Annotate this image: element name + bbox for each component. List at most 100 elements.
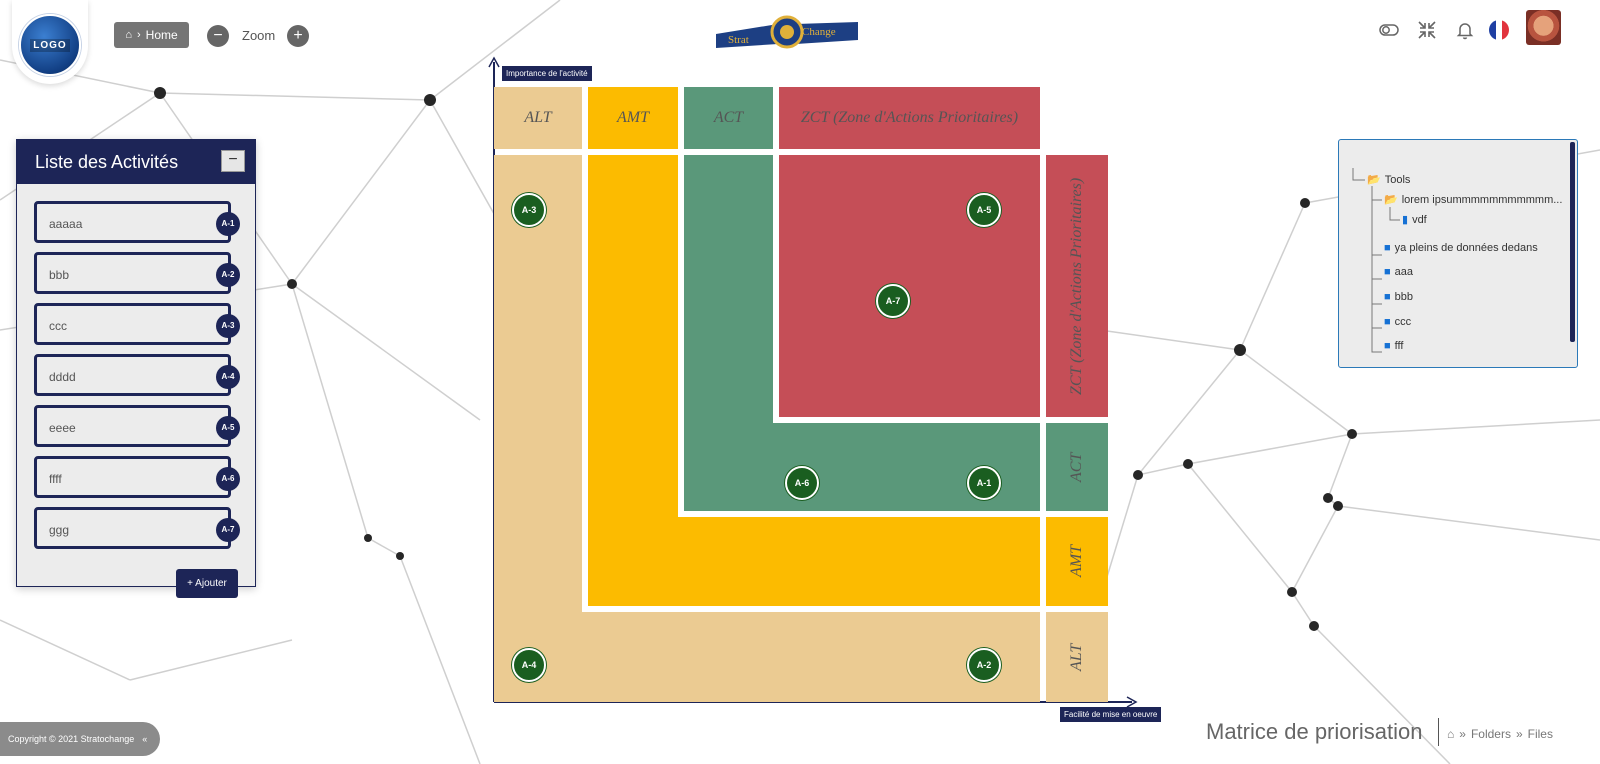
user-avatar[interactable] bbox=[1526, 10, 1561, 45]
breadcrumb-item-folders[interactable]: Folders bbox=[1470, 727, 1511, 741]
folder-tree-panel: 📂 Tools 📂 lorem ipsummmmmmmmmmm... ▮ vdf… bbox=[1338, 139, 1578, 368]
tree-node-folder[interactable]: 📂 lorem ipsummmmmmmmmmm... bbox=[1384, 193, 1563, 207]
zone-side-alt: ALT bbox=[1046, 612, 1108, 702]
activity-item[interactable]: ccc A-3 bbox=[34, 303, 240, 345]
zone-amt-horizontal bbox=[678, 517, 1040, 606]
activity-label: bbb bbox=[49, 268, 70, 282]
tree-node-label: vdf bbox=[1412, 213, 1427, 226]
activity-label: ccc bbox=[49, 319, 67, 333]
tree-connector-lines bbox=[1352, 168, 1400, 353]
activity-item[interactable]: ffff A-6 bbox=[34, 456, 240, 498]
activity-label: ggg bbox=[49, 523, 70, 537]
breadcrumb-divider bbox=[1438, 718, 1439, 746]
tree-node-folder[interactable]: ■ fff bbox=[1384, 340, 1403, 352]
tree-node-label: bbb bbox=[1394, 291, 1414, 303]
chevron-right-icon: » bbox=[1459, 727, 1466, 741]
zone-alt-vertical bbox=[494, 155, 582, 702]
folder-icon: ■ bbox=[1384, 242, 1391, 254]
zone-side-act: ACT bbox=[1046, 423, 1108, 511]
tree-node-folder[interactable]: ■ bbb bbox=[1384, 291, 1413, 303]
activities-panel-header: Liste des Activités bbox=[17, 140, 255, 184]
collapse-footer-icon[interactable]: « bbox=[142, 734, 148, 744]
zone-amt-vertical bbox=[588, 155, 678, 606]
activity-badge: A-2 bbox=[216, 263, 240, 287]
folder-icon: ■ bbox=[1384, 266, 1391, 278]
zone-act-horizontal bbox=[773, 423, 1040, 511]
tree-node-file[interactable]: ▮ vdf bbox=[1402, 213, 1427, 227]
tree-node-folder[interactable]: ■ ya pleins de données dedans bbox=[1384, 242, 1538, 254]
tree-node-root[interactable]: 📂 Tools bbox=[1367, 173, 1411, 187]
toggle-theme-icon[interactable] bbox=[1379, 20, 1399, 40]
french-flag-icon[interactable] bbox=[1489, 20, 1509, 40]
zone-header-amt: AMT bbox=[588, 87, 678, 149]
activity-badge: A-4 bbox=[216, 365, 240, 389]
activity-item[interactable]: eeee A-5 bbox=[34, 405, 240, 447]
logo-container: LOGO bbox=[12, 0, 88, 84]
logo-text: LOGO bbox=[30, 38, 70, 52]
activity-badge: A-1 bbox=[216, 212, 240, 236]
activities-panel: Liste des Activités − aaaaa A-1 bbb A-2 … bbox=[16, 139, 256, 598]
zone-act-vertical bbox=[684, 155, 773, 511]
zone-header-zct: ZCT (Zone d'Actions Prioritaires) bbox=[779, 87, 1040, 149]
zoom-out-button[interactable]: − bbox=[207, 25, 229, 47]
activities-panel-title: Liste des Activités bbox=[35, 151, 179, 172]
home-label: Home bbox=[145, 28, 178, 42]
zoom-label: Zoom bbox=[242, 28, 276, 43]
tree-node-label: fff bbox=[1394, 340, 1404, 352]
zone-side-amt: AMT bbox=[1046, 517, 1108, 606]
folder-icon: ■ bbox=[1384, 291, 1391, 303]
tree-node-label: ccc bbox=[1394, 316, 1412, 328]
activity-badge: A-6 bbox=[216, 467, 240, 491]
activity-marker-a6[interactable]: A-6 bbox=[785, 466, 819, 500]
brand-text-right: Change bbox=[802, 26, 836, 38]
collapse-panel-button[interactable]: − bbox=[221, 150, 245, 172]
activity-marker-a7[interactable]: A-7 bbox=[876, 284, 910, 318]
activity-item[interactable]: bbb A-2 bbox=[34, 252, 240, 294]
activity-badge: A-5 bbox=[216, 416, 240, 440]
chevron-right-icon: » bbox=[1515, 727, 1523, 741]
copyright-text: Copyright © 2021 Stratochange bbox=[8, 734, 135, 744]
activity-marker-a3[interactable]: A-3 bbox=[512, 193, 546, 227]
activity-label: ffff bbox=[49, 472, 62, 486]
zone-alt-horizontal bbox=[582, 612, 1040, 702]
tree-node-label: Tools bbox=[1384, 173, 1411, 186]
file-icon: ▮ bbox=[1402, 214, 1409, 226]
x-axis-label: Facilité de mise en oeuvre bbox=[1060, 707, 1162, 722]
activity-marker-a5[interactable]: A-5 bbox=[967, 193, 1001, 227]
activity-marker-a2[interactable]: A-2 bbox=[967, 648, 1001, 682]
activity-item[interactable]: aaaaa A-1 bbox=[34, 201, 240, 243]
add-activity-button[interactable]: + Ajouter bbox=[176, 569, 238, 598]
folder-icon: ■ bbox=[1384, 340, 1391, 352]
home-icon[interactable]: ⌂ bbox=[1447, 727, 1455, 741]
logo[interactable]: LOGO bbox=[19, 14, 81, 76]
copyright-bar: Copyright © 2021 Stratochange « bbox=[0, 722, 160, 756]
tree-node-label: lorem ipsummmmmmmmmmm... bbox=[1401, 193, 1563, 206]
activity-marker-a1[interactable]: A-1 bbox=[967, 466, 1001, 500]
activity-item[interactable]: dddd A-4 bbox=[34, 354, 240, 396]
breadcrumb-item-files: Files bbox=[1527, 727, 1553, 741]
activity-badge: A-3 bbox=[216, 314, 240, 338]
tree-node-folder[interactable]: ■ ccc bbox=[1384, 316, 1411, 328]
tree-node-label: aaa bbox=[1394, 266, 1414, 278]
tree-node-label: ya pleins de données dedans bbox=[1394, 242, 1538, 254]
activity-marker-a4[interactable]: A-4 bbox=[512, 648, 546, 682]
zone-zct bbox=[779, 155, 1040, 417]
bell-icon[interactable] bbox=[1455, 20, 1475, 40]
zone-header-alt: ALT bbox=[494, 87, 582, 149]
chevron-right-icon: › bbox=[136, 29, 141, 41]
folder-icon: ■ bbox=[1384, 316, 1391, 328]
y-axis-label: Importance de l'activité bbox=[502, 66, 592, 81]
activity-label: aaaaa bbox=[49, 217, 83, 231]
folder-open-icon: 📂 bbox=[1367, 174, 1381, 186]
home-breadcrumb-button[interactable]: ⌂ › Home bbox=[114, 22, 189, 48]
zone-side-zct: ZCT (Zone d'Actions Prioritaires) bbox=[1046, 155, 1108, 417]
folder-open-icon: 📂 bbox=[1384, 194, 1398, 206]
activity-label: dddd bbox=[49, 370, 76, 384]
zoom-in-button[interactable]: + bbox=[287, 25, 309, 47]
tree-node-folder[interactable]: ■ aaa bbox=[1384, 266, 1413, 278]
page-title: Matrice de priorisation bbox=[1206, 719, 1423, 744]
tree-scrollbar[interactable] bbox=[1570, 142, 1575, 342]
brand-text-left: Strat bbox=[728, 34, 749, 46]
activity-item[interactable]: ggg A-7 bbox=[34, 507, 240, 549]
fullscreen-exit-icon[interactable] bbox=[1417, 20, 1437, 40]
